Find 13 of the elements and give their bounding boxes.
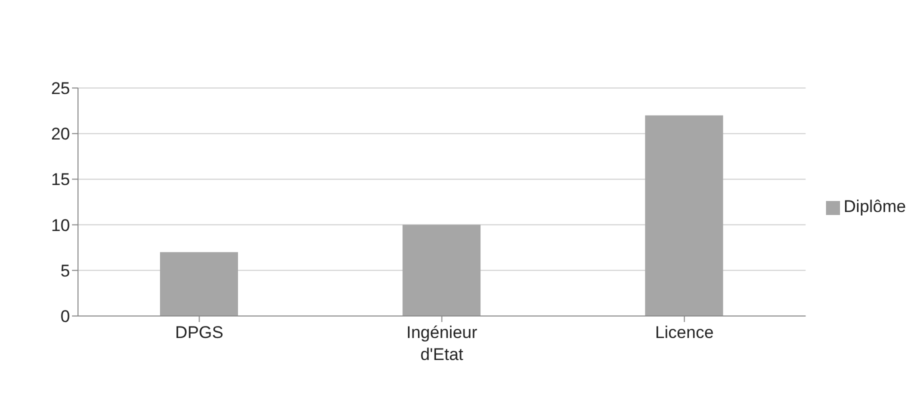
x-tick-label: Licence [655,323,714,342]
bar [402,224,481,316]
bar [645,115,724,316]
bar [160,252,238,316]
y-tick-label: 10 [51,216,70,235]
x-tick-label: Ingénieur d'Etat [406,323,478,364]
y-tick-label: 5 [60,261,70,280]
y-tick-label: 0 [60,307,70,326]
legend-label: Diplôme [844,197,906,216]
x-tick-label: DPGS [175,323,224,342]
y-tick-label: 20 [51,124,70,144]
y-tick-label: 15 [51,170,70,190]
y-tick-label: 25 [51,79,70,98]
